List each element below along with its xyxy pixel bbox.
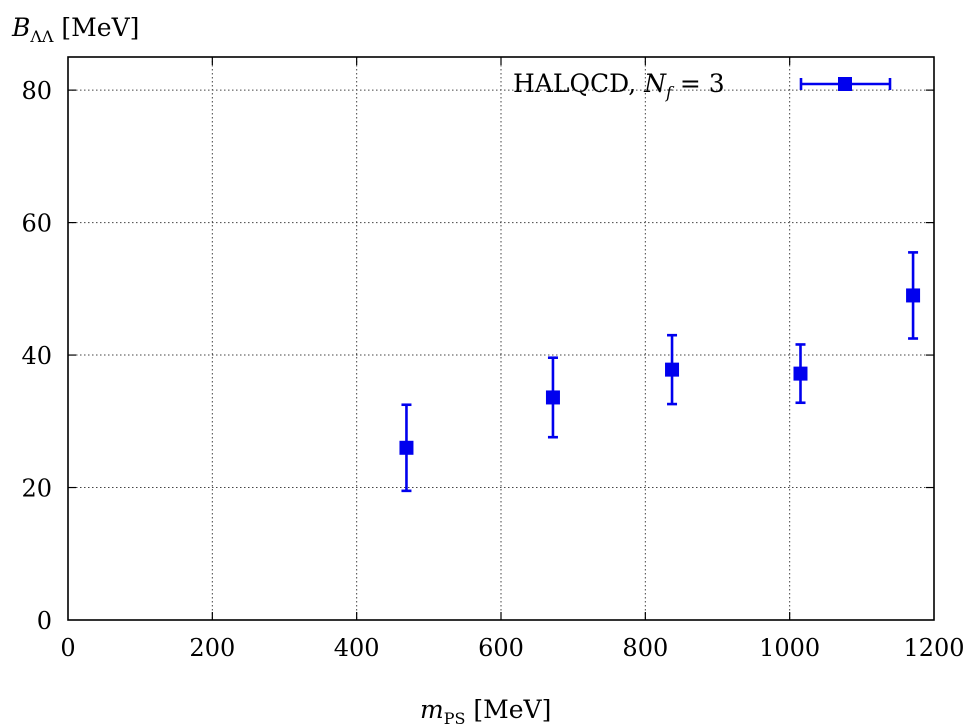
x-tick-label: 800 bbox=[622, 634, 668, 662]
tick-layer: 0 200 400 600 800 1000 1200 0 20 40 60 80 bbox=[21, 57, 965, 662]
y-tick-label: 60 bbox=[21, 210, 52, 238]
y-tick-label: 40 bbox=[21, 342, 52, 370]
x-tick-label: 200 bbox=[189, 634, 235, 662]
legend-marker bbox=[838, 77, 852, 91]
x-axis-label: mPS [MeV] bbox=[420, 695, 551, 726]
y-tick-label: 0 bbox=[37, 607, 52, 635]
y-axis-label: BΛΛ [MeV] bbox=[11, 13, 139, 46]
y-tick-label: 20 bbox=[21, 475, 52, 503]
data-point bbox=[906, 288, 921, 303]
x-tick-label: 1000 bbox=[759, 634, 820, 662]
legend: HALQCD, Nf = 3 bbox=[513, 69, 892, 102]
x-tick-label: 400 bbox=[334, 634, 380, 662]
data-point bbox=[399, 440, 414, 455]
x-tick-label: 600 bbox=[478, 634, 524, 662]
grid-layer bbox=[68, 57, 934, 620]
legend-label: HALQCD, Nf = 3 bbox=[513, 69, 725, 102]
y-tick-label: 80 bbox=[21, 77, 52, 105]
x-tick-label: 0 bbox=[60, 634, 75, 662]
data-layer bbox=[399, 251, 921, 493]
data-point bbox=[545, 390, 560, 405]
data-point bbox=[665, 362, 680, 377]
x-tick-label: 1200 bbox=[903, 634, 964, 662]
data-point bbox=[793, 366, 808, 381]
